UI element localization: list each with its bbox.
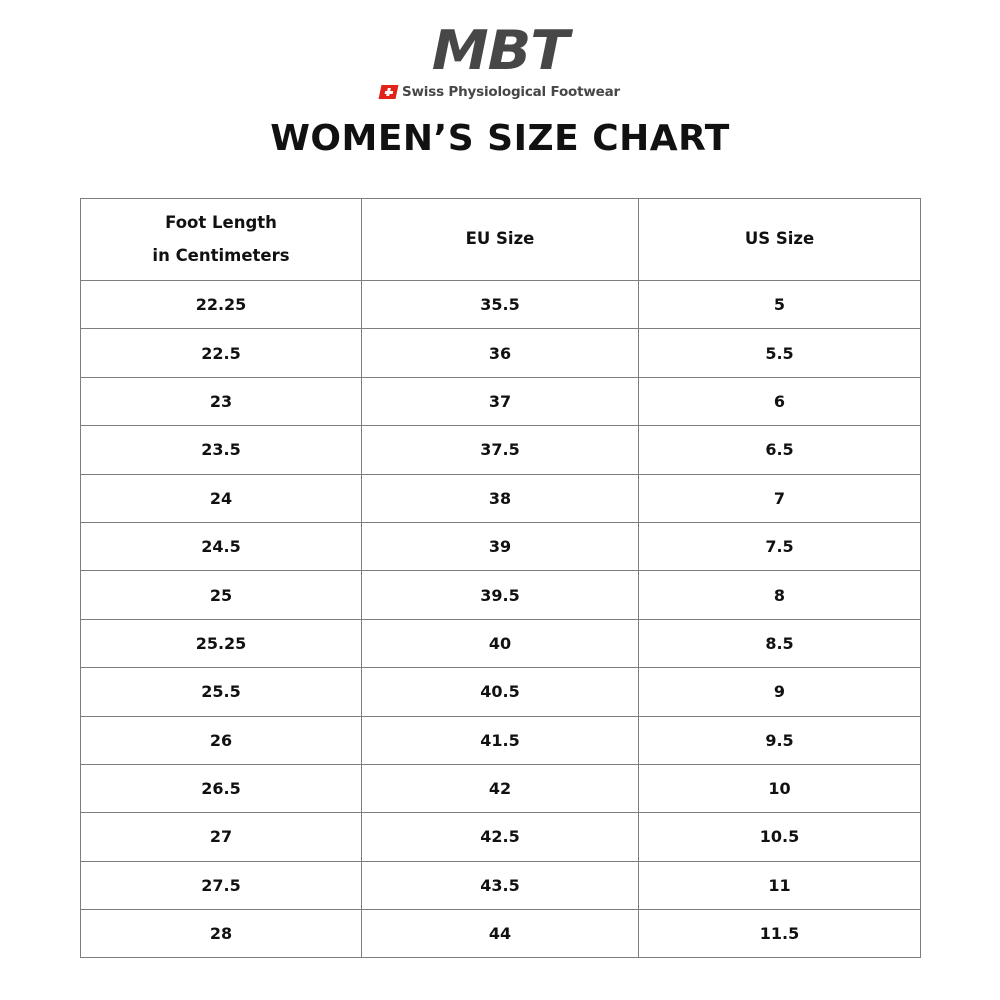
cell-foot-length: 27	[80, 812, 362, 862]
cell-foot-length: 26.5	[80, 763, 362, 814]
table-row: 27.5 43.5 11	[80, 860, 921, 911]
cell-eu-size: 40	[361, 618, 639, 669]
cell-eu-size: 40.5	[361, 667, 639, 717]
cell-us-size: 8.5	[638, 618, 921, 669]
cell-foot-length: 27.5	[80, 860, 362, 911]
size-chart-table-container: Foot Length in Centimeters EU Size US Si…	[80, 198, 921, 959]
cell-foot-length: 25.5	[80, 667, 362, 717]
swiss-cross-icon	[378, 85, 399, 99]
column-header-eu-size: EU Size	[361, 198, 639, 281]
table-row: 26 41.5 9.5	[80, 715, 921, 765]
cell-eu-size: 42	[361, 763, 639, 814]
table-row: 28 44 11.5	[80, 909, 921, 959]
table-row: 24.5 39 7.5	[80, 521, 921, 572]
cell-us-size: 10	[638, 763, 921, 814]
cell-us-size: 5.5	[638, 328, 921, 378]
mbt-wordmark: MBT	[431, 19, 570, 82]
cell-foot-length: 28	[80, 909, 362, 959]
column-header-line-1: Foot Length	[165, 213, 277, 233]
cell-us-size: 9	[638, 667, 921, 717]
cell-eu-size: 44	[361, 909, 639, 959]
cell-us-size: 5	[638, 279, 921, 330]
page-title: WOMEN’S SIZE CHART	[270, 118, 730, 159]
table-row: 24 38 7	[80, 473, 921, 523]
cell-eu-size: 37	[361, 376, 639, 427]
table-body: 22.25 35.5 5 22.5 36 5.5 23 37 6 23.5 37.5 6.5 2…	[80, 279, 921, 959]
column-header-line-1: US Size	[744, 229, 815, 249]
cell-us-size: 10.5	[638, 812, 921, 862]
cell-us-size: 7.5	[638, 521, 921, 572]
cell-eu-size: 41.5	[361, 715, 639, 765]
table-row: 27 42.5 10.5	[80, 812, 921, 862]
size-chart-table: Foot Length in Centimeters EU Size US Si…	[80, 198, 921, 959]
brand-tagline: Swiss Physiological Footwear	[402, 84, 620, 100]
cell-eu-size: 39.5	[361, 570, 639, 620]
column-header-line-1: EU Size	[465, 229, 535, 249]
column-header-foot-length: Foot Length in Centimeters	[80, 198, 362, 281]
cell-us-size: 9.5	[638, 715, 921, 765]
cell-us-size: 7	[638, 473, 921, 523]
brand-tagline-row: Swiss Physiological Footwear	[378, 84, 620, 100]
cell-eu-size: 43.5	[361, 860, 639, 911]
cell-us-size: 11	[638, 860, 921, 911]
cell-foot-length: 23.5	[80, 425, 362, 475]
cell-foot-length: 25.25	[80, 618, 362, 669]
table-row: 25 39.5 8	[80, 570, 921, 620]
cell-us-size: 11.5	[638, 909, 921, 959]
cell-eu-size: 42.5	[361, 812, 639, 862]
table-row: 25.25 40 8.5	[80, 618, 921, 669]
table-header-row: Foot Length in Centimeters EU Size US Si…	[80, 198, 921, 281]
column-header-line-2: in Centimeters	[152, 245, 290, 265]
table-row: 25.5 40.5 9	[80, 667, 921, 717]
cell-eu-size: 38	[361, 473, 639, 523]
cell-foot-length: 22.5	[80, 328, 362, 378]
cell-us-size: 6.5	[638, 425, 921, 475]
cell-foot-length: 24	[80, 473, 362, 523]
table-row: 23 37 6	[80, 376, 921, 427]
cell-eu-size: 37.5	[361, 425, 639, 475]
table-row: 26.5 42 10	[80, 763, 921, 814]
cell-us-size: 6	[638, 376, 921, 427]
cell-foot-length: 24.5	[80, 521, 362, 572]
cell-eu-size: 39	[361, 521, 639, 572]
cell-eu-size: 35.5	[361, 279, 639, 330]
cell-foot-length: 25	[80, 570, 362, 620]
cell-foot-length: 23	[80, 376, 362, 427]
table-row: 22.5 36 5.5	[80, 328, 921, 378]
brand-logo: MBT Swiss Physiological Footwear	[0, 24, 1000, 104]
table-row: 22.25 35.5 5	[80, 279, 921, 330]
cell-us-size: 8	[638, 570, 921, 620]
cell-foot-length: 22.25	[80, 279, 362, 330]
table-row: 23.5 37.5 6.5	[80, 425, 921, 475]
cell-foot-length: 26	[80, 715, 362, 765]
cell-eu-size: 36	[361, 328, 639, 378]
column-header-us-size: US Size	[638, 198, 921, 281]
